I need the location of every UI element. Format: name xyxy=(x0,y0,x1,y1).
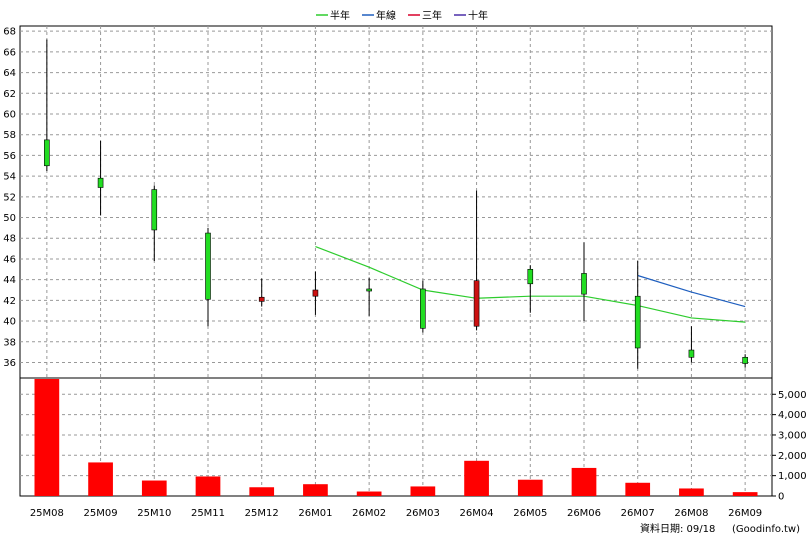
candle-body xyxy=(527,268,534,285)
legend-item-ten-year: 十年 xyxy=(454,9,488,22)
volume-bar xyxy=(88,462,113,496)
candle xyxy=(581,242,587,322)
legend-item-half-year: 半年 xyxy=(316,9,350,22)
candle xyxy=(634,261,641,369)
legend-label-year-line: 年線 xyxy=(376,9,396,22)
x-tick-label: 25M10 xyxy=(137,508,171,519)
price-tick-label: 54 xyxy=(3,172,16,183)
volume-bar xyxy=(625,482,651,496)
axis-layer: 36 38 40 42 44 46 48 50 52 54 56 58 60 62 64 66 68 25M08 2… xyxy=(3,27,806,519)
candle-body xyxy=(151,189,158,231)
x-tick-label: 25M11 xyxy=(191,508,225,519)
candle-body xyxy=(97,177,104,188)
candle xyxy=(258,278,265,307)
candle xyxy=(420,280,426,333)
price-tick-label: 56 xyxy=(3,151,16,162)
candle xyxy=(366,277,372,316)
volume-bar xyxy=(303,484,328,496)
candle-body xyxy=(473,280,480,327)
x-tick-label: 25M09 xyxy=(84,508,118,519)
volume-bar xyxy=(141,480,167,496)
volume-bar xyxy=(571,467,597,496)
legend-label-ten-year: 十年 xyxy=(468,9,488,22)
price-tick-label: 42 xyxy=(3,296,16,307)
x-tick-label: 26M05 xyxy=(513,508,547,519)
candle xyxy=(97,140,104,216)
candle xyxy=(312,271,319,315)
footer-source: (Goodinfo.tw) xyxy=(732,524,800,535)
price-tick-label: 64 xyxy=(3,68,16,79)
price-tick-label: 58 xyxy=(3,130,16,141)
volume-tick-label: 1,000 xyxy=(778,471,807,482)
volume-plot-frame xyxy=(19,377,773,497)
price-plot-frame xyxy=(19,25,773,379)
candle xyxy=(205,227,211,327)
legend-item-year-line: 年線 xyxy=(362,9,396,22)
volume-bar xyxy=(517,479,543,496)
volume-bar xyxy=(356,491,382,496)
price-tick-label: 46 xyxy=(3,254,16,265)
x-tick-label: 25M12 xyxy=(245,508,279,519)
candle-body xyxy=(420,288,426,329)
x-tick-label: 25M08 xyxy=(30,508,64,519)
price-tick-label: 68 xyxy=(3,27,16,38)
candle xyxy=(688,326,695,363)
candle xyxy=(473,190,480,331)
candle-layer xyxy=(44,39,748,369)
price-tick-label: 62 xyxy=(3,89,16,100)
ma-line xyxy=(637,274,746,308)
x-tick-label: 26M06 xyxy=(567,508,601,519)
price-tick-label: 52 xyxy=(3,192,16,203)
candle-body xyxy=(258,296,265,302)
x-tick-label: 26M03 xyxy=(406,508,440,519)
footer-date: 資料日期: 09/18 xyxy=(640,522,715,535)
candle-body xyxy=(366,288,372,292)
candle-body xyxy=(634,295,641,349)
x-tick-label: 26M01 xyxy=(298,508,332,519)
price-tick-label: 50 xyxy=(3,213,16,224)
candle xyxy=(527,265,534,313)
volume-bar xyxy=(732,492,758,496)
candle-body xyxy=(742,356,748,364)
legend-label-three-year: 三年 xyxy=(422,9,442,22)
x-tick-label: 26M04 xyxy=(460,508,494,519)
volume-tick-label: 0 xyxy=(778,492,784,503)
volume-tick-label: 5,000 xyxy=(778,390,807,401)
candle-body xyxy=(44,139,50,167)
volume-layer xyxy=(34,379,758,496)
candle-body xyxy=(312,289,319,297)
candle-body xyxy=(688,349,695,358)
price-tick-label: 36 xyxy=(3,358,16,369)
x-tick-label: 26M08 xyxy=(674,508,708,519)
volume-bar xyxy=(195,476,221,496)
grid-layer xyxy=(20,26,772,496)
volume-bar xyxy=(464,460,489,496)
volume-bar xyxy=(249,487,275,496)
candle-body xyxy=(205,232,211,300)
volume-bar xyxy=(410,486,436,496)
price-tick-label: 48 xyxy=(3,234,16,245)
candle xyxy=(742,354,748,368)
price-tick-label: 60 xyxy=(3,110,16,121)
volume-tick-label: 2,000 xyxy=(778,451,807,462)
candle xyxy=(151,185,158,262)
x-tick-label: 26M07 xyxy=(621,508,655,519)
candle-body xyxy=(581,273,587,295)
volume-bar xyxy=(679,488,704,496)
x-tick-label: 26M09 xyxy=(728,508,762,519)
price-tick-label: 66 xyxy=(3,47,16,58)
candle xyxy=(44,39,50,171)
legend-item-three-year: 三年 xyxy=(408,9,442,22)
volume-bar xyxy=(34,379,60,496)
price-tick-label: 38 xyxy=(3,337,16,348)
legend-label-half-year: 半年 xyxy=(330,9,350,22)
volume-tick-label: 4,000 xyxy=(778,410,807,421)
legend: 半年 年線 三年 十年 xyxy=(316,9,488,22)
x-tick-label: 26M02 xyxy=(352,508,386,519)
volume-tick-label: 3,000 xyxy=(778,430,807,441)
price-tick-label: 40 xyxy=(3,317,16,328)
price-tick-label: 44 xyxy=(3,275,16,286)
